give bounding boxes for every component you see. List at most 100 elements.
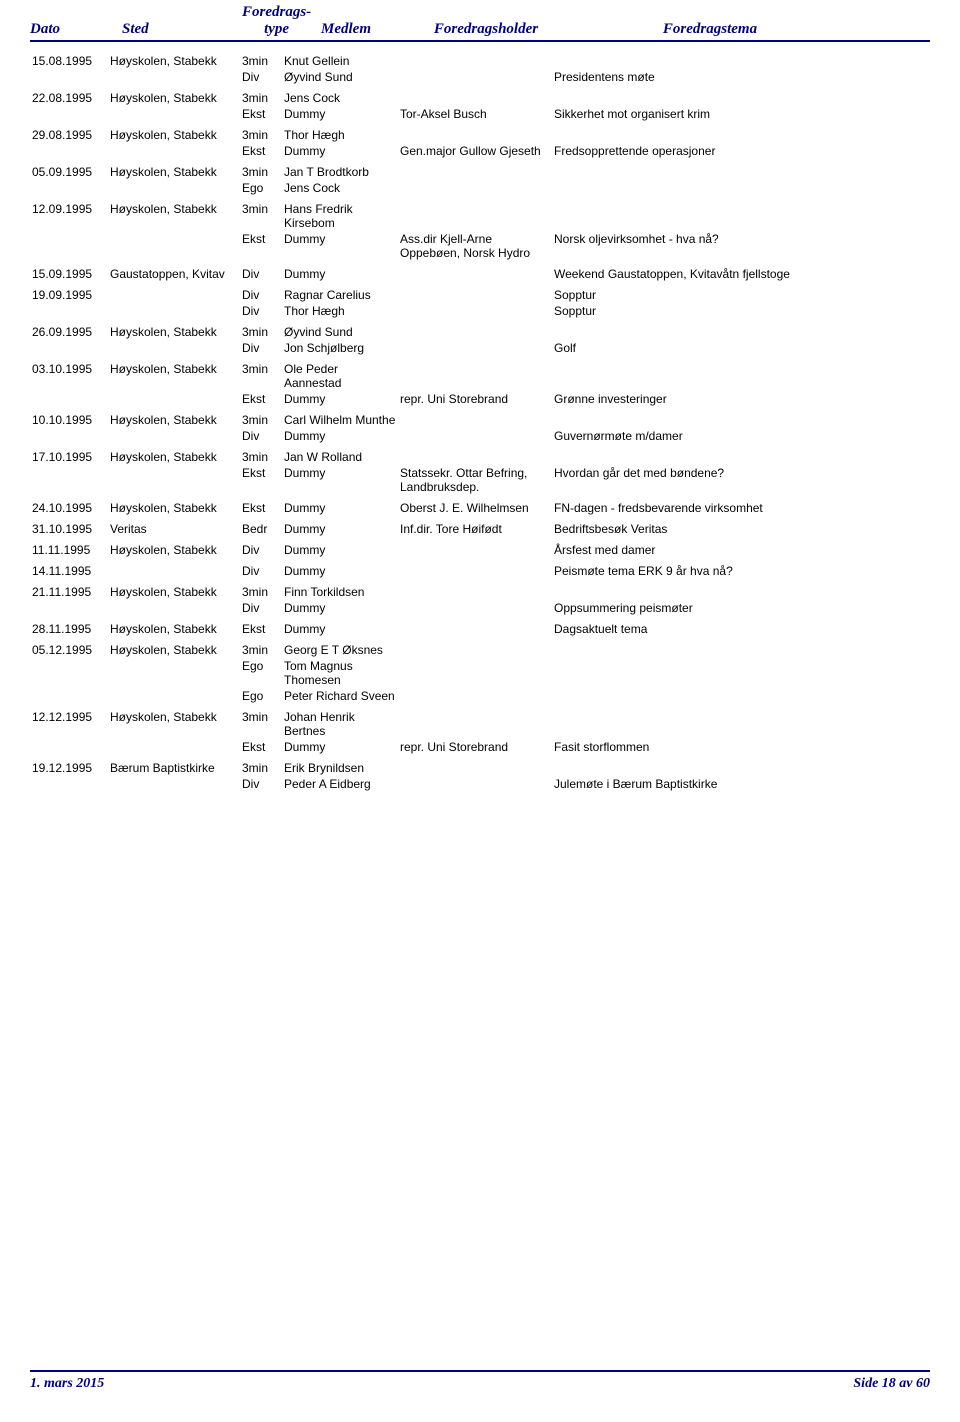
- header-medlem: Medlem: [290, 21, 402, 38]
- cell-sted: [108, 739, 240, 755]
- cell-tema: Peismøte tema ERK 9 år hva nå?: [552, 558, 930, 579]
- cell-type: 3min: [240, 319, 282, 340]
- cell-tema: Fasit storflommen: [552, 739, 930, 755]
- cell-type: Ekst: [240, 616, 282, 637]
- cell-type: 3min: [240, 755, 282, 776]
- table-row: DivPeder A EidbergJulemøte i Bærum Bapti…: [30, 776, 930, 792]
- cell-holder: [398, 303, 552, 319]
- cell-holder: [398, 356, 552, 391]
- cell-tema: [552, 122, 930, 143]
- cell-holder: [398, 558, 552, 579]
- cell-medlem: Dummy: [282, 391, 398, 407]
- cell-holder: [398, 69, 552, 85]
- header-type-line1: Foredrags-: [242, 4, 311, 21]
- cell-tema: [552, 85, 930, 106]
- cell-medlem: Dummy: [282, 143, 398, 159]
- footer-right: Side 18 av 60: [853, 1376, 930, 1392]
- cell-holder: [398, 180, 552, 196]
- footer-left: 1. mars 2015: [30, 1376, 104, 1392]
- cell-tema: Norsk oljevirksomhet - hva nå?: [552, 231, 930, 261]
- cell-holder: [398, 637, 552, 658]
- cell-tema: Guvernørmøte m/damer: [552, 428, 930, 444]
- table-row: EkstDummyGen.major Gullow GjesethFredsop…: [30, 143, 930, 159]
- cell-tema: [552, 180, 930, 196]
- footer: 1. mars 2015 Side 18 av 60: [30, 1370, 930, 1392]
- table-row: DivDummyGuvernørmøte m/damer: [30, 428, 930, 444]
- cell-sted: Høyskolen, Stabekk: [108, 637, 240, 658]
- cell-tema: [552, 704, 930, 739]
- cell-holder: [398, 616, 552, 637]
- cell-holder: [398, 579, 552, 600]
- cell-type: Ekst: [240, 106, 282, 122]
- cell-sted: [108, 688, 240, 704]
- cell-type: Ekst: [240, 231, 282, 261]
- table-row: EgoPeter Richard Sveen: [30, 688, 930, 704]
- cell-tema: Sikkerhet mot organisert krim: [552, 106, 930, 122]
- cell-sted: Gaustatoppen, Kvitav: [108, 261, 240, 282]
- cell-tema: Grønne investeringer: [552, 391, 930, 407]
- cell-medlem: Dummy: [282, 261, 398, 282]
- cell-sted: [108, 143, 240, 159]
- cell-sted: Høyskolen, Stabekk: [108, 196, 240, 231]
- cell-type: Div: [240, 428, 282, 444]
- cell-sted: Høyskolen, Stabekk: [108, 495, 240, 516]
- table-row: DivThor HæghSopptur: [30, 303, 930, 319]
- cell-medlem: Carl Wilhelm Munthe: [282, 407, 398, 428]
- cell-sted: [108, 391, 240, 407]
- cell-medlem: Ragnar Carelius: [282, 282, 398, 303]
- cell-sted: Høyskolen, Stabekk: [108, 579, 240, 600]
- cell-type: Ego: [240, 180, 282, 196]
- cell-tema: Presidentens møte: [552, 69, 930, 85]
- cell-medlem: Jan T Brodtkorb: [282, 159, 398, 180]
- cell-type: 3min: [240, 637, 282, 658]
- cell-holder: [398, 48, 552, 69]
- cell-tema: [552, 159, 930, 180]
- cell-medlem: Erik Brynildsen: [282, 755, 398, 776]
- cell-sted: [108, 658, 240, 688]
- cell-medlem: Hans Fredrik Kirsebom: [282, 196, 398, 231]
- cell-medlem: Dummy: [282, 495, 398, 516]
- cell-holder: [398, 537, 552, 558]
- cell-sted: [108, 340, 240, 356]
- cell-type: 3min: [240, 159, 282, 180]
- table-row: 11.11.1995Høyskolen, StabekkDivDummyÅrsf…: [30, 537, 930, 558]
- cell-tema: [552, 356, 930, 391]
- cell-dato: [30, 303, 108, 319]
- cell-dato: 22.08.1995: [30, 85, 108, 106]
- cell-tema: [552, 407, 930, 428]
- cell-medlem: Dummy: [282, 516, 398, 537]
- table-row: EgoJens Cock: [30, 180, 930, 196]
- cell-medlem: Peder A Eidberg: [282, 776, 398, 792]
- header-sted: Sted: [122, 21, 242, 38]
- cell-sted: Høyskolen, Stabekk: [108, 616, 240, 637]
- table-row: 05.09.1995Høyskolen, Stabekk3minJan T Br…: [30, 159, 930, 180]
- table-row: DivJon SchjølbergGolf: [30, 340, 930, 356]
- cell-sted: Høyskolen, Stabekk: [108, 356, 240, 391]
- table-row: 29.08.1995Høyskolen, Stabekk3minThor Hæg…: [30, 122, 930, 143]
- cell-sted: Bærum Baptistkirke: [108, 755, 240, 776]
- cell-tema: [552, 688, 930, 704]
- cell-dato: [30, 688, 108, 704]
- cell-tema: Hvordan går det med bøndene?: [552, 465, 930, 495]
- cell-medlem: Dummy: [282, 465, 398, 495]
- cell-holder: [398, 428, 552, 444]
- table-row: 19.12.1995Bærum Baptistkirke3minErik Bry…: [30, 755, 930, 776]
- cell-type: 3min: [240, 196, 282, 231]
- cell-type: Ekst: [240, 495, 282, 516]
- cell-dato: [30, 739, 108, 755]
- cell-holder: [398, 755, 552, 776]
- cell-type: 3min: [240, 704, 282, 739]
- header-type: Foredrags- type: [242, 4, 290, 38]
- cell-holder: [398, 122, 552, 143]
- cell-medlem: Peter Richard Sveen: [282, 688, 398, 704]
- table-row: DivDummyOppsummering peismøter: [30, 600, 930, 616]
- cell-holder: [398, 688, 552, 704]
- cell-dato: [30, 69, 108, 85]
- table-row: 19.09.1995DivRagnar CareliusSopptur: [30, 282, 930, 303]
- cell-tema: Årsfest med damer: [552, 537, 930, 558]
- cell-holder: Gen.major Gullow Gjeseth: [398, 143, 552, 159]
- cell-medlem: Dummy: [282, 600, 398, 616]
- cell-medlem: Knut Gellein: [282, 48, 398, 69]
- cell-sted: [108, 428, 240, 444]
- cell-dato: 24.10.1995: [30, 495, 108, 516]
